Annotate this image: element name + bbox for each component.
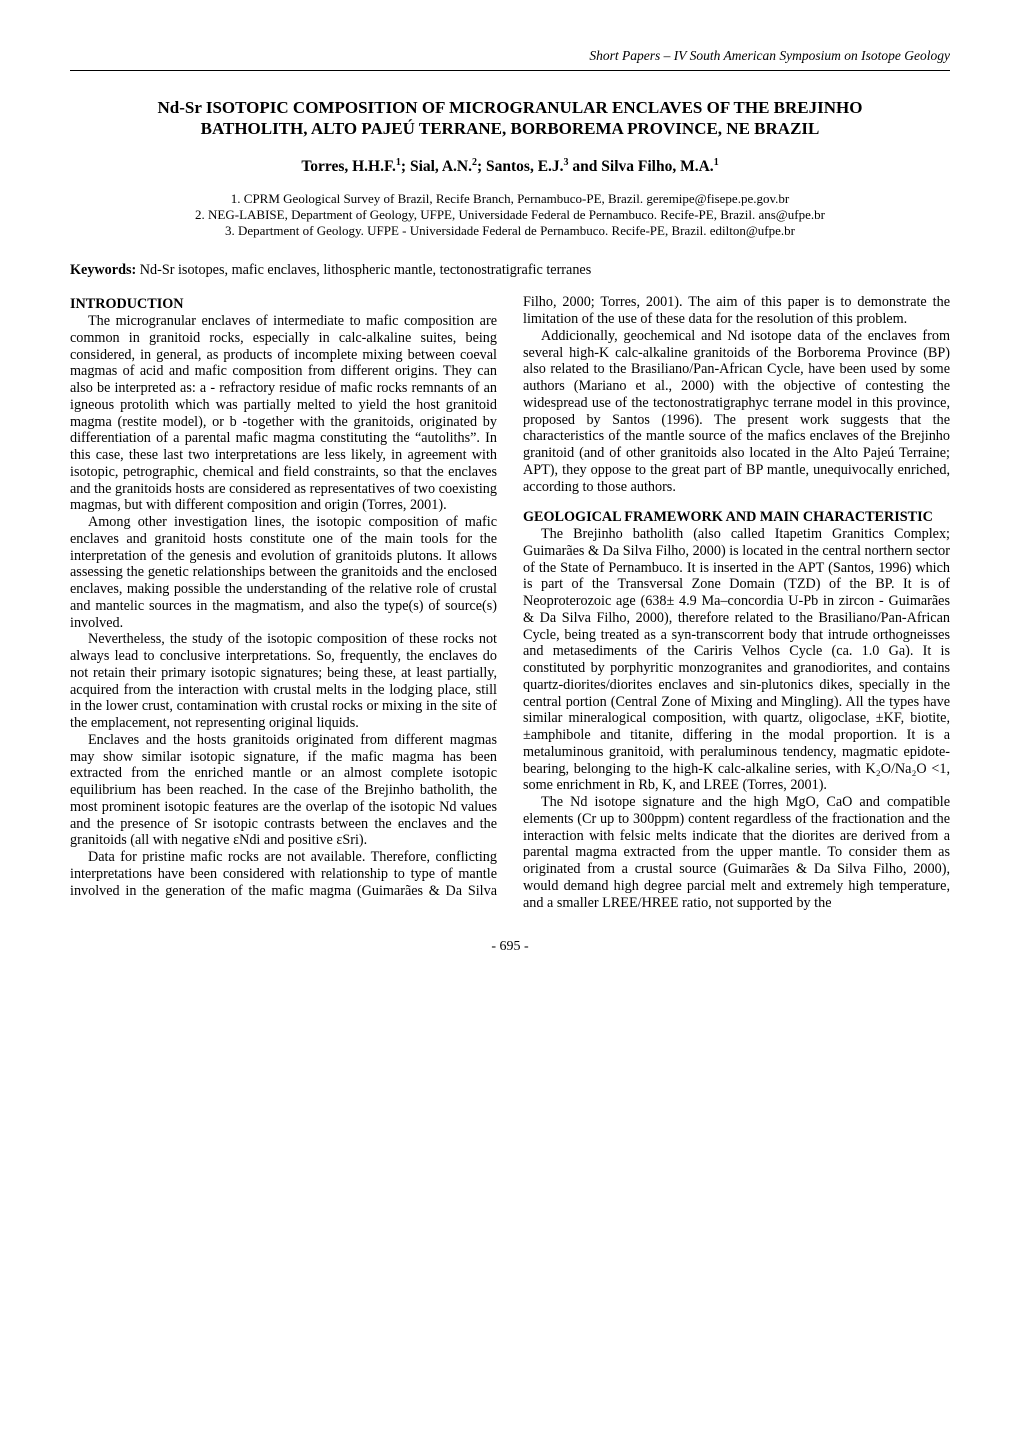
author-4-sup: 1 — [714, 157, 719, 168]
section-head-introduction: INTRODUCTION — [70, 296, 497, 313]
two-column-body: INTRODUCTION The microgranular enclaves … — [70, 294, 950, 911]
geo-para-2: The Nd isotope signature and the high Mg… — [523, 794, 950, 911]
intro-para-1: The microgranular enclaves of intermedia… — [70, 313, 497, 514]
author-4: Silva Filho, M.A. — [601, 159, 713, 176]
intro-para-6: Addicionally, geochemical and Nd isotope… — [523, 328, 950, 496]
intro-para-3: Nevertheless, the study of the isotopic … — [70, 631, 497, 732]
sep-1: ; — [401, 159, 410, 176]
sep-2: ; — [477, 159, 486, 176]
author-3: Santos, E.J. — [486, 159, 564, 176]
keywords-line: Keywords: Nd-Sr isotopes, mafic enclaves… — [70, 262, 950, 279]
paper-title: Nd-Sr ISOTOPIC COMPOSITION OF MICROGRANU… — [70, 97, 950, 140]
affiliation-1: 1. CPRM Geological Survey of Brazil, Rec… — [70, 191, 950, 207]
author-2: Sial, A.N. — [410, 159, 472, 176]
running-head: Short Papers – IV South American Symposi… — [70, 48, 950, 64]
keywords-label: Keywords: — [70, 262, 136, 278]
affiliations: 1. CPRM Geological Survey of Brazil, Rec… — [70, 191, 950, 240]
title-line-1: Nd-Sr ISOTOPIC COMPOSITION OF MICROGRANU… — [158, 98, 863, 117]
affiliation-2: 2. NEG-LABISE, Department of Geology, UF… — [70, 207, 950, 223]
keywords-text: Nd-Sr isotopes, mafic enclaves, lithosph… — [136, 262, 591, 278]
affiliation-3: 3. Department of Geology. UFPE - Univers… — [70, 223, 950, 239]
author-1: Torres, H.H.F. — [301, 159, 396, 176]
intro-para-4: Enclaves and the hosts granitoids origin… — [70, 732, 497, 849]
geo-para-1: The Brejinho batholith (also called Itap… — [523, 526, 950, 794]
page-number: - 695 - — [70, 939, 950, 956]
intro-para-2: Among other investigation lines, the iso… — [70, 514, 497, 631]
sep-3: and — [569, 159, 602, 176]
section-head-geological: GEOLOGICAL FRAMEWORK AND MAIN CHARACTERI… — [523, 509, 950, 526]
title-line-2: BATHOLITH, ALTO PAJEÚ TERRANE, BORBOREMA… — [201, 119, 820, 138]
authors-line: Torres, H.H.F.1; Sial, A.N.2; Santos, E.… — [70, 157, 950, 176]
header-rule — [70, 70, 950, 71]
